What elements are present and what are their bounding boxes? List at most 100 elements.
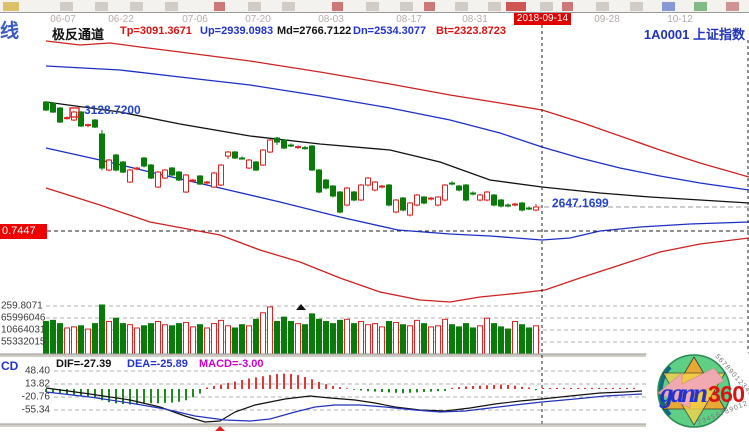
volume-bar [400,324,406,355]
candle-body [316,169,322,193]
volume-bar [512,320,518,355]
candle-body [337,191,343,213]
candle-body [197,175,203,185]
toolbar-icon-fragment[interactable] [130,2,143,11]
volume-bar [295,323,301,355]
macd-dea-line [45,391,643,422]
candle-body [456,185,462,191]
swing-high-marker [69,107,80,118]
volume-bar [274,320,280,355]
volume-bar [393,322,399,355]
candle-body [176,171,182,181]
candle-body [505,204,511,207]
date-tick: 10-12 [667,14,693,25]
indicator-param-value: Tp=3091.3671 [120,25,192,37]
candle-body [106,159,112,171]
candle-body [519,202,525,211]
candle-body [330,185,336,197]
toolbar-icon-fragment[interactable] [694,2,707,11]
toolbar-icon-fragment[interactable] [95,2,108,11]
candle-body [162,169,168,179]
volume-bar [155,320,161,355]
toolbar-icon-fragment[interactable] [400,2,413,11]
volume-bar [246,325,252,355]
macd-pane-label[interactable]: CD [1,359,19,373]
indicator-param-value: Dn=2534.3077 [353,25,427,37]
candle-body [428,197,434,200]
toolbar-icon-fragment[interactable] [366,2,379,11]
date-tick: 08-17 [396,14,422,25]
toolbar-icon-fragment[interactable] [282,2,295,11]
toolbar-icon-fragment[interactable] [332,2,343,11]
macd-macd-value: MACD=-3.00 [199,358,264,370]
toolbar-icon-fragment[interactable] [630,2,643,11]
candle-body [99,133,105,169]
volume-bar [372,323,378,355]
candle-body [113,154,119,171]
indicator-param-value: Md=2766.7122 [277,25,352,37]
volume-bar [288,320,294,355]
volume-bar [148,323,154,355]
toolbar-icon-fragment[interactable] [3,2,19,11]
volume-bar [113,317,119,355]
toolbar-icon-fragment[interactable] [165,2,178,11]
candle-body [365,177,371,186]
toolbar-icon-fragment[interactable] [662,2,675,11]
toolbar-icon-fragment[interactable] [248,2,261,11]
candle-body [204,181,210,184]
sidebar-tab-kline[interactable]: 线 [0,21,20,42]
candle-body [323,179,329,189]
macd-axis-label: -55.34 [21,404,50,416]
toolbar-icon-fragment[interactable] [562,2,573,11]
candle-body [127,169,133,183]
candle-body [379,185,385,188]
toolbar-icon-fragment[interactable] [540,2,553,11]
volume-bar [106,320,112,355]
toolbar[interactable] [0,0,749,13]
volume-bar [421,323,427,355]
candle-body [533,206,539,211]
toolbar-icon-fragment[interactable] [214,2,225,11]
gann360-watermark: gann 360 [646,350,749,432]
volume-bar [225,325,231,355]
indicator-title[interactable]: 极反通道 [52,27,105,42]
toolbar-icon-fragment[interactable] [455,2,468,11]
candle-body [477,194,483,201]
toolbar-icon-fragment[interactable] [726,2,739,11]
candle-body [407,202,413,216]
candle-body [484,191,490,201]
candle-body [155,171,161,188]
candle-body [141,157,147,167]
channel-line-bt [45,187,749,303]
toolbar-icon-fragment[interactable] [424,2,435,11]
volume-bar [456,326,462,355]
candle-body [190,179,196,182]
candle-body [239,157,245,160]
volume-bar [260,312,266,355]
bottom-triangle-marker [215,426,225,431]
toolbar-icon-fragment[interactable] [60,2,73,11]
toolbar-icon-fragment[interactable] [488,2,501,11]
date-tick: 08-03 [318,14,344,25]
macd-dif-value: DIF=-27.39 [56,358,112,370]
candle-body [148,164,154,179]
volume-bar [50,319,56,355]
candle-body [421,196,427,204]
toolbar-icon-fragment[interactable] [506,2,526,11]
toolbar-icon-fragment[interactable] [596,2,609,11]
symbol-name[interactable]: 1A0001 上证指数 [643,27,745,42]
volume-bar [428,326,434,355]
volume-bar [505,328,511,355]
candle-body [50,102,56,113]
volume-bar [99,304,105,355]
channel-line-up [45,65,749,191]
candle-body [232,151,238,159]
volume-bar [330,323,336,355]
swing-high-label: 3128.7200 [84,103,141,117]
candle-body [169,167,175,176]
candle-body [274,137,280,143]
macd-axis-label: 48.40 [24,365,50,377]
volume-bar [337,319,343,355]
